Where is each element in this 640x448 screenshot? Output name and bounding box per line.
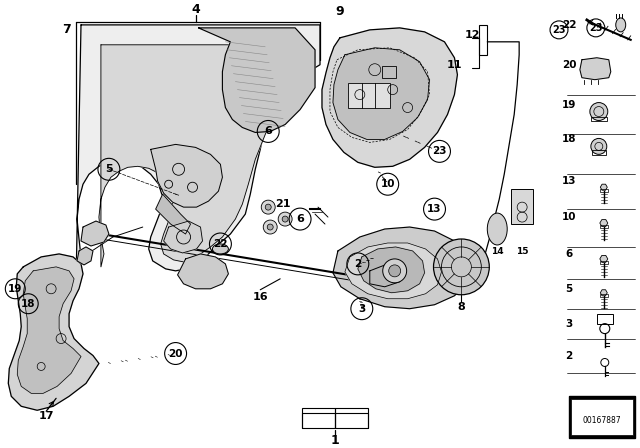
Text: 15: 15 xyxy=(516,247,529,256)
Text: 3: 3 xyxy=(358,304,365,314)
Bar xyxy=(600,261,608,264)
Ellipse shape xyxy=(212,244,228,254)
Text: 1: 1 xyxy=(331,434,339,447)
Ellipse shape xyxy=(487,213,508,245)
Bar xyxy=(571,399,633,435)
Text: 14: 14 xyxy=(491,247,504,256)
Polygon shape xyxy=(164,221,202,253)
Circle shape xyxy=(433,239,490,295)
Text: 8: 8 xyxy=(458,302,465,312)
Polygon shape xyxy=(99,45,290,267)
Text: 7: 7 xyxy=(61,23,70,36)
Circle shape xyxy=(388,265,401,277)
Polygon shape xyxy=(333,227,472,309)
Circle shape xyxy=(261,200,275,214)
Text: 5: 5 xyxy=(105,164,113,174)
Polygon shape xyxy=(580,58,611,80)
Text: 2: 2 xyxy=(565,352,573,362)
Polygon shape xyxy=(150,144,223,207)
Bar xyxy=(600,189,608,192)
Text: 18: 18 xyxy=(562,134,576,144)
Text: 23: 23 xyxy=(589,23,603,33)
Polygon shape xyxy=(358,247,424,293)
Circle shape xyxy=(383,259,406,283)
Polygon shape xyxy=(77,247,93,265)
Bar xyxy=(335,408,368,428)
Text: 10: 10 xyxy=(380,179,395,189)
Circle shape xyxy=(590,103,608,121)
Circle shape xyxy=(265,204,271,210)
Text: 12: 12 xyxy=(465,30,480,40)
Circle shape xyxy=(268,224,273,230)
Polygon shape xyxy=(156,194,191,234)
Polygon shape xyxy=(600,290,607,296)
Text: 3: 3 xyxy=(565,319,573,329)
Text: 17: 17 xyxy=(38,411,54,421)
Text: 10: 10 xyxy=(562,212,576,222)
Ellipse shape xyxy=(616,18,626,32)
Polygon shape xyxy=(76,25,320,284)
Polygon shape xyxy=(81,221,109,246)
Bar xyxy=(381,66,396,78)
Text: 19: 19 xyxy=(8,284,22,294)
Polygon shape xyxy=(569,396,635,438)
Bar xyxy=(592,151,606,155)
Bar xyxy=(600,294,608,297)
Text: 18: 18 xyxy=(21,299,35,309)
Text: 00167887: 00167887 xyxy=(582,416,621,425)
Polygon shape xyxy=(600,184,607,190)
Bar xyxy=(591,116,607,121)
Text: 5: 5 xyxy=(565,284,573,294)
Text: 13: 13 xyxy=(562,176,576,186)
Text: 22: 22 xyxy=(562,20,576,30)
Text: 22: 22 xyxy=(213,239,228,249)
Text: 2: 2 xyxy=(354,259,362,269)
Text: 20: 20 xyxy=(168,349,183,358)
Polygon shape xyxy=(600,255,608,263)
Text: 6: 6 xyxy=(264,126,272,137)
Text: 6: 6 xyxy=(296,214,304,224)
Text: 11: 11 xyxy=(447,60,462,70)
Text: 19: 19 xyxy=(562,99,576,110)
Text: 6: 6 xyxy=(565,249,573,259)
Text: 13: 13 xyxy=(428,204,442,214)
Text: 21: 21 xyxy=(275,199,291,209)
Text: 9: 9 xyxy=(335,5,344,18)
Circle shape xyxy=(263,220,277,234)
Circle shape xyxy=(282,216,288,222)
Polygon shape xyxy=(370,264,404,287)
Polygon shape xyxy=(198,28,315,133)
Polygon shape xyxy=(8,254,99,410)
Bar xyxy=(302,408,335,428)
Text: 23: 23 xyxy=(432,146,447,156)
Polygon shape xyxy=(17,267,81,393)
Circle shape xyxy=(278,212,292,226)
Polygon shape xyxy=(345,243,442,299)
Text: 4: 4 xyxy=(191,4,200,17)
Text: 20: 20 xyxy=(562,60,576,70)
Bar xyxy=(511,189,533,224)
Text: 16: 16 xyxy=(252,292,268,302)
Polygon shape xyxy=(333,48,429,139)
Bar xyxy=(348,82,390,108)
Polygon shape xyxy=(600,220,608,227)
Bar xyxy=(600,225,608,228)
Text: 23: 23 xyxy=(552,25,566,35)
Circle shape xyxy=(591,138,607,155)
Polygon shape xyxy=(322,28,458,167)
Polygon shape xyxy=(178,254,228,289)
Bar xyxy=(597,314,612,323)
Bar xyxy=(479,25,487,55)
